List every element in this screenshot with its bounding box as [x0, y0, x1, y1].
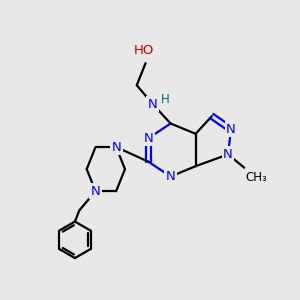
Text: N: N	[148, 98, 158, 111]
Text: N: N	[91, 185, 100, 198]
Text: N: N	[226, 123, 236, 136]
Text: N: N	[223, 148, 233, 161]
Text: H: H	[161, 93, 170, 106]
Text: CH₃: CH₃	[246, 171, 267, 184]
Text: N: N	[144, 132, 153, 145]
Text: HO: HO	[134, 44, 154, 57]
Text: N: N	[166, 170, 176, 183]
Text: N: N	[111, 141, 121, 154]
